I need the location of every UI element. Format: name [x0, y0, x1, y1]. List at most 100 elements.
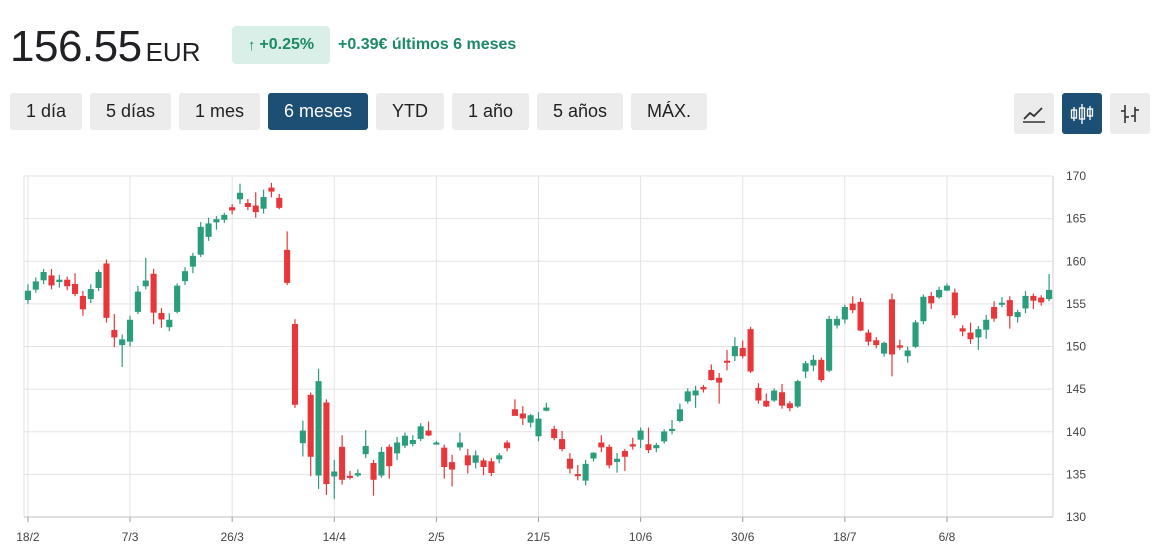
candle-body — [221, 214, 228, 220]
range-1d-button[interactable]: 1 día — [10, 93, 82, 130]
candle-body — [912, 322, 919, 347]
candle-body — [519, 413, 526, 419]
candle-body — [166, 319, 173, 328]
candle-body — [771, 390, 778, 401]
candle-body — [205, 223, 212, 237]
ohlc-chart-button[interactable] — [1110, 93, 1150, 134]
candle-body — [959, 328, 966, 332]
candle-body — [126, 319, 134, 342]
line-chart-icon — [1023, 106, 1045, 123]
candle-body — [802, 363, 809, 372]
x-tick-label: 7/3 — [122, 530, 139, 544]
candle-body — [983, 319, 990, 330]
line-chart-button[interactable] — [1014, 93, 1054, 134]
candle-body — [1006, 300, 1013, 317]
candle-body — [511, 409, 518, 416]
candle-body — [716, 377, 723, 383]
range-1y-button[interactable]: 1 año — [452, 93, 529, 130]
candle-body — [291, 324, 299, 405]
candle-body — [551, 428, 558, 439]
x-tick-label: 2/5 — [428, 530, 445, 544]
candle-body — [488, 461, 495, 473]
candle-body — [79, 295, 86, 310]
candle-body — [928, 295, 935, 304]
range-6m-button[interactable]: 6 meses — [268, 93, 368, 130]
range-ytd-button[interactable]: YTD — [376, 93, 444, 130]
candle-body — [888, 299, 896, 355]
range-1m-button[interactable]: 1 mes — [179, 93, 260, 130]
candle-body — [684, 391, 691, 402]
y-tick-label: 140 — [1066, 425, 1086, 439]
x-tick-label: 21/5 — [527, 530, 551, 544]
candle-body — [841, 306, 848, 320]
candle-body — [401, 435, 409, 446]
x-tick-label: 10/6 — [629, 530, 653, 544]
range-max-button[interactable]: MÁX. — [631, 93, 707, 130]
candle-body — [48, 275, 55, 286]
candle-body — [873, 340, 880, 346]
candle-body — [394, 442, 401, 454]
candle-body — [1014, 312, 1021, 317]
candle-body — [456, 442, 463, 448]
candle-body — [197, 226, 204, 255]
candle-body — [386, 446, 393, 467]
candle-body — [409, 439, 416, 444]
change-absolute: +0.39€ últimos 6 meses — [338, 36, 517, 53]
candle-body — [668, 428, 676, 431]
candle-body — [904, 350, 911, 357]
price-display: 156.55 EUR — [10, 22, 200, 72]
candle-body — [213, 219, 220, 223]
range-5y-button[interactable]: 5 años — [537, 93, 623, 130]
candle-body — [857, 301, 864, 331]
candle-body — [598, 442, 605, 448]
candle-body — [614, 458, 621, 462]
candle-body — [849, 303, 856, 311]
y-tick-label: 165 — [1066, 212, 1086, 226]
candle-body — [676, 409, 683, 421]
candle-body — [339, 446, 346, 480]
change-percent: +0.25% — [259, 36, 315, 53]
candle-body — [535, 418, 542, 437]
candle-body — [826, 318, 833, 371]
candle-body — [566, 458, 573, 469]
y-tick-label: 145 — [1066, 382, 1086, 396]
candle-body — [590, 452, 597, 459]
ohlc-bars-icon — [1121, 104, 1139, 123]
range-5d-button[interactable]: 5 días — [90, 93, 171, 130]
price-value: 156.55 — [10, 22, 142, 71]
change-percent-badge: ↑ +0.25% — [232, 26, 330, 64]
candle-body — [87, 289, 94, 300]
candle-body — [818, 359, 825, 381]
candle-body — [284, 249, 291, 283]
candle-body — [747, 329, 754, 372]
candle-body — [236, 192, 244, 200]
candlestick-chart: 170 165 160 155 150 145 140 135 130 18/2 7/3 26/3 14… — [16, 169, 1086, 544]
candle-body — [433, 442, 440, 445]
candle-body — [755, 387, 762, 401]
candle-body — [637, 430, 644, 440]
candle-body — [119, 339, 126, 346]
candle-body — [464, 455, 471, 466]
candle-body — [472, 455, 479, 463]
y-tick-label: 130 — [1066, 510, 1086, 524]
candle-body — [1038, 297, 1045, 303]
candle-body — [763, 400, 770, 407]
candle-body — [496, 455, 503, 460]
candle-body — [142, 280, 149, 287]
candle-body — [865, 332, 872, 342]
candle-body — [111, 330, 118, 338]
candle-body — [967, 332, 974, 340]
candle-body — [362, 445, 369, 455]
candle-body — [150, 273, 157, 313]
candle-body — [244, 202, 251, 207]
x-tick-label: 26/3 — [220, 530, 244, 544]
candle-body — [621, 451, 628, 457]
y-tick-label: 135 — [1066, 467, 1086, 481]
candle-body — [881, 342, 888, 354]
candle-body — [504, 442, 511, 449]
candle-body — [1022, 295, 1029, 309]
candlestick-chart-button[interactable] — [1062, 93, 1102, 134]
candle-body — [64, 279, 71, 287]
candle-body — [158, 312, 165, 320]
candle-body — [331, 471, 338, 477]
